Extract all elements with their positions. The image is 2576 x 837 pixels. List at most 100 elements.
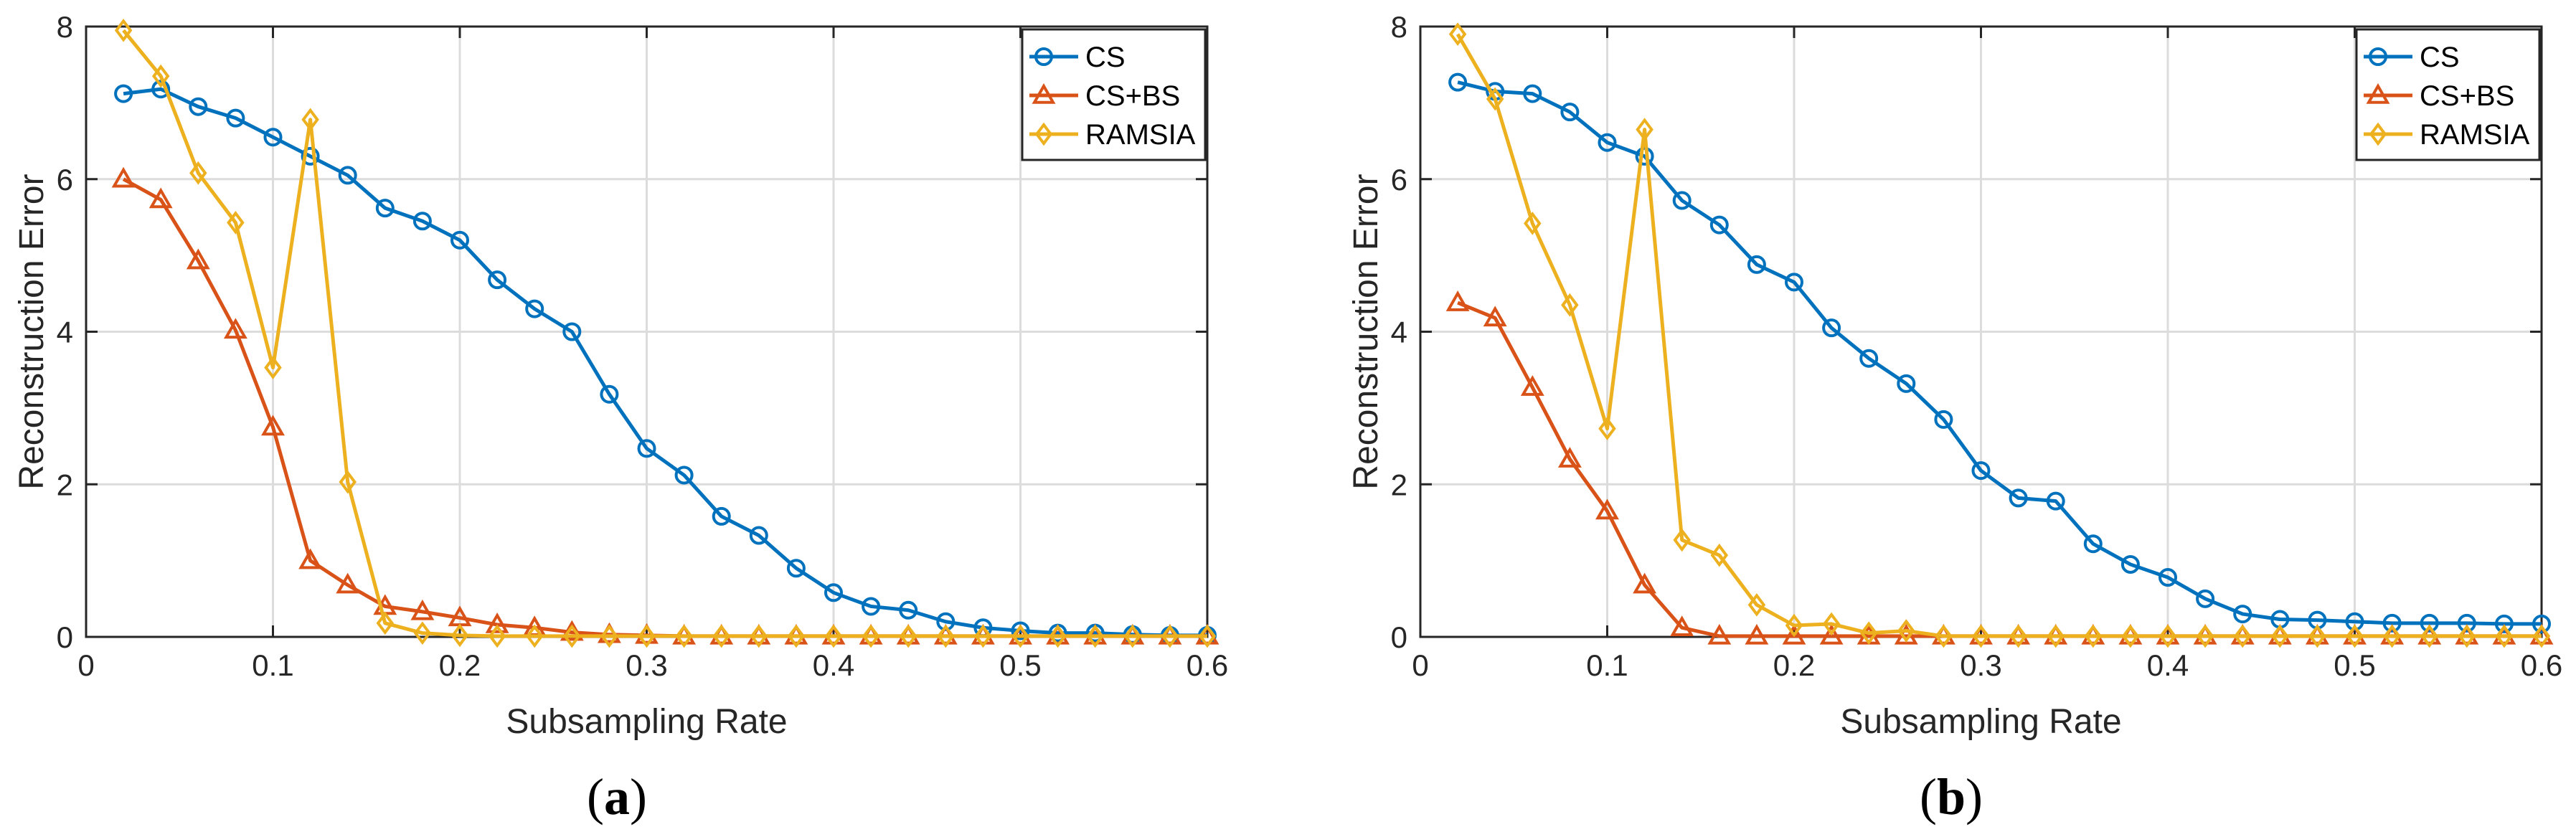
- marker-diamond: [1785, 613, 1803, 638]
- marker-diamond: [488, 624, 506, 648]
- marker-diamond: [2047, 624, 2065, 648]
- marker-circle: [1859, 349, 1879, 368]
- marker-diamond: [937, 624, 955, 648]
- marker-diamond: [1486, 87, 1504, 111]
- marker-circle: [1934, 410, 1953, 429]
- marker-diamond: [600, 624, 618, 648]
- x-tick-label: 0.1: [252, 648, 293, 682]
- marker-circle: [2420, 613, 2439, 633]
- panel-label: (a): [587, 768, 647, 826]
- marker-diamond: [2009, 624, 2027, 648]
- marker-circle: [562, 322, 582, 341]
- marker-diamond: [376, 611, 395, 635]
- marker-triangle: [1782, 623, 1806, 645]
- marker-circle: [1034, 47, 1053, 66]
- legend-entry: CS+BS: [1085, 80, 1180, 112]
- marker-circle: [2233, 605, 2252, 624]
- legend: CS CS+BS RAMSIA: [2355, 28, 2541, 161]
- marker-circle: [189, 97, 208, 116]
- y-tick-label: 2: [57, 468, 73, 501]
- y-tick-label: 0: [1391, 620, 1407, 654]
- x-tick-label: 0.4: [813, 648, 854, 682]
- x-tick-label: 0.5: [2334, 648, 2375, 682]
- marker-diamond: [1822, 612, 1841, 636]
- series-cs-bs: [1445, 290, 2554, 645]
- marker-diamond: [339, 470, 357, 494]
- marker-triangle: [336, 572, 360, 594]
- marker-diamond: [2196, 624, 2214, 648]
- marker-circle: [1897, 374, 1916, 393]
- marker-diamond: [525, 624, 544, 648]
- x-tick-label: 0.1: [1586, 648, 1628, 682]
- marker-circle: [712, 506, 731, 526]
- y-tick-label: 6: [57, 163, 73, 197]
- marker-circle: [786, 559, 806, 578]
- marker-circle: [450, 230, 469, 250]
- marker-circle: [1785, 273, 1803, 292]
- marker-circle: [899, 600, 918, 620]
- marker-diamond: [2084, 624, 2103, 648]
- x-tick-label: 0.6: [1186, 648, 1228, 682]
- marker-diamond: [2308, 624, 2326, 648]
- marker-diamond: [638, 624, 656, 648]
- series-cs-bs: [111, 166, 1219, 645]
- x-tick-label: 0.5: [999, 648, 1041, 682]
- marker-circle: [2196, 589, 2215, 608]
- marker-triangle: [223, 318, 247, 339]
- marker-circle: [2457, 613, 2476, 633]
- panel-letter: b: [1937, 768, 1966, 826]
- marker-diamond: [1673, 528, 1691, 552]
- marker-diamond: [1598, 417, 1616, 440]
- y-tick-label: 4: [1391, 316, 1407, 349]
- marker-triangle: [485, 612, 509, 633]
- x-tick-label: 0: [77, 648, 94, 682]
- marker-diamond: [114, 18, 133, 42]
- legend: CS CS+BS RAMSIA: [1021, 28, 1207, 161]
- marker-diamond: [450, 623, 469, 648]
- marker-circle: [862, 597, 881, 616]
- chart-panel-b: 0 0.1 0.2 0.3 0.4 0.5 0.6 0 2 4 6 8 Subsampling Rate…: [1347, 10, 2562, 826]
- marker-diamond: [1710, 543, 1729, 567]
- series-cs: [1448, 72, 2551, 633]
- marker-diamond: [974, 624, 992, 648]
- marker-circle: [1011, 621, 1030, 640]
- marker-diamond: [2121, 624, 2140, 648]
- marker-circle: [301, 146, 320, 166]
- marker-triangle: [1819, 623, 1844, 645]
- x-tick-label: 0.3: [626, 648, 667, 682]
- marker-circle: [600, 384, 619, 404]
- marker-triangle: [1633, 572, 1657, 594]
- marker-circle: [749, 526, 768, 545]
- marker-circle: [338, 166, 357, 185]
- marker-circle: [2046, 491, 2065, 511]
- marker-diamond: [2233, 624, 2252, 648]
- marker-triangle: [148, 187, 173, 209]
- marker-triangle: [1520, 375, 1544, 396]
- marker-triangle: [410, 599, 435, 620]
- marker-circle: [1709, 215, 1729, 235]
- marker-circle: [1448, 72, 1468, 92]
- marker-circle: [263, 128, 283, 147]
- marker-diamond: [1561, 293, 1579, 317]
- x-tick-label: 0.2: [1773, 648, 1815, 682]
- marker-circle: [1523, 84, 1542, 103]
- marker-diamond: [227, 211, 245, 235]
- y-tick-label: 4: [57, 316, 73, 349]
- marker-triangle: [298, 548, 323, 569]
- marker-triangle: [1595, 498, 1619, 520]
- marker-circle: [1672, 191, 1692, 210]
- x-tick-label: 0.2: [439, 648, 481, 682]
- marker-diamond: [1161, 624, 1179, 648]
- marker-triangle: [1707, 623, 1732, 645]
- marker-diamond: [675, 624, 693, 648]
- x-tick-label: 0.4: [2147, 648, 2189, 682]
- marker-diamond: [750, 624, 768, 648]
- marker-triangle: [2366, 82, 2390, 104]
- chart-panel-a: 0 0.1 0.2 0.3 0.4 0.5 0.6 0 2 4 6 8 Subsampling Rate…: [13, 10, 1228, 826]
- marker-diamond: [2532, 624, 2551, 648]
- marker-triangle: [111, 166, 136, 188]
- marker-diamond: [787, 624, 806, 648]
- series-ramsia: [1448, 22, 2551, 648]
- legend-entry: RAMSIA: [1085, 119, 1196, 151]
- marker-circle: [226, 108, 245, 128]
